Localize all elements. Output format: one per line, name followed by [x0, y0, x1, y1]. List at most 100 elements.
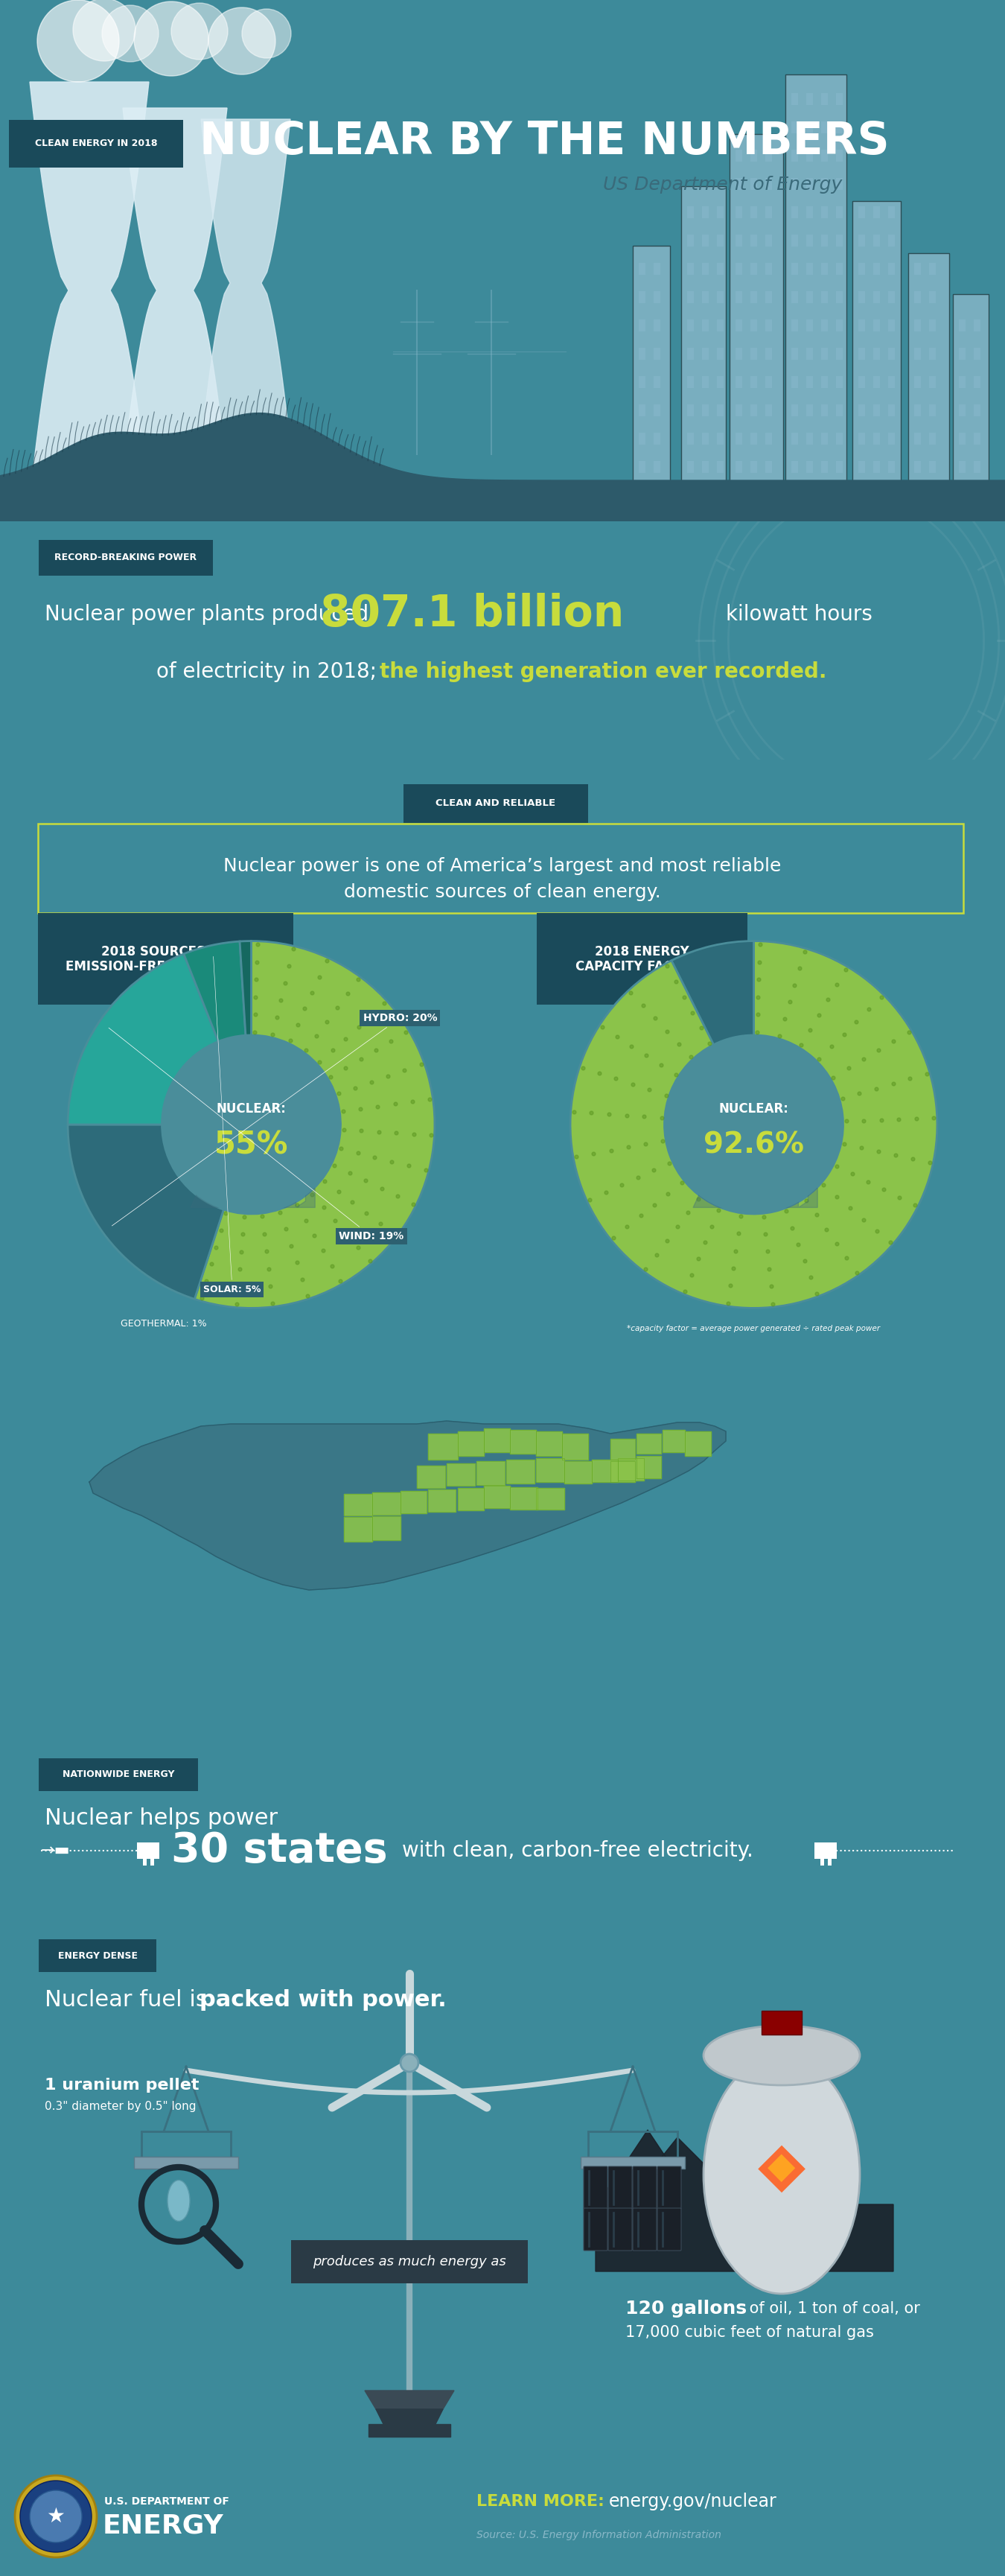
Polygon shape — [201, 118, 290, 446]
FancyBboxPatch shape — [852, 201, 900, 492]
Bar — [806, 376, 813, 389]
Polygon shape — [428, 1435, 458, 1461]
Text: GEOTHERMAL: 1%: GEOTHERMAL: 1% — [121, 1319, 207, 1329]
FancyBboxPatch shape — [814, 1842, 837, 1860]
Text: energy.gov/nuclear: energy.gov/nuclear — [609, 2494, 777, 2512]
Bar — [702, 263, 709, 276]
Polygon shape — [458, 1489, 483, 1510]
FancyBboxPatch shape — [39, 541, 213, 574]
Bar — [959, 461, 966, 474]
Bar — [836, 433, 843, 446]
Bar — [765, 234, 772, 247]
Bar — [687, 348, 693, 361]
Bar — [791, 234, 798, 247]
Bar — [717, 291, 724, 304]
Polygon shape — [123, 108, 227, 474]
Bar — [888, 234, 894, 247]
Bar — [702, 433, 709, 446]
Polygon shape — [446, 1463, 475, 1486]
Bar — [806, 404, 813, 417]
FancyBboxPatch shape — [38, 912, 293, 1005]
FancyBboxPatch shape — [537, 912, 748, 1005]
Bar — [736, 461, 743, 474]
Bar — [806, 319, 813, 332]
Polygon shape — [372, 1517, 401, 1540]
Bar — [888, 348, 894, 361]
Bar — [821, 404, 828, 417]
Polygon shape — [610, 1461, 635, 1481]
FancyBboxPatch shape — [681, 185, 726, 492]
Bar — [821, 263, 828, 276]
Bar — [687, 404, 693, 417]
FancyBboxPatch shape — [633, 2208, 656, 2251]
Wedge shape — [195, 940, 435, 1309]
Bar — [858, 263, 865, 276]
Bar — [836, 404, 843, 417]
Text: WIND: 19%: WIND: 19% — [109, 1028, 404, 1242]
Bar — [858, 291, 865, 304]
Bar — [653, 291, 660, 304]
FancyBboxPatch shape — [953, 294, 989, 492]
Bar — [702, 291, 709, 304]
Bar — [888, 433, 894, 446]
Text: kilowatt hours: kilowatt hours — [726, 603, 872, 626]
Bar — [702, 319, 709, 332]
Bar — [765, 461, 772, 474]
FancyBboxPatch shape — [633, 245, 670, 492]
Bar — [736, 178, 743, 191]
Bar — [639, 319, 645, 332]
Text: →▬: →▬ — [41, 1844, 70, 1857]
Bar — [639, 376, 645, 389]
Bar — [929, 404, 936, 417]
Bar — [974, 461, 981, 474]
Wedge shape — [67, 953, 218, 1126]
Bar — [751, 206, 757, 219]
Bar — [806, 234, 813, 247]
Bar — [873, 433, 880, 446]
FancyBboxPatch shape — [39, 1940, 157, 1973]
Bar — [751, 149, 757, 162]
Bar — [791, 319, 798, 332]
Wedge shape — [570, 940, 938, 1309]
Bar — [717, 206, 724, 219]
Ellipse shape — [168, 2179, 190, 2221]
Bar — [765, 291, 772, 304]
Bar — [836, 263, 843, 276]
Bar — [873, 461, 880, 474]
Bar — [873, 376, 880, 389]
Polygon shape — [507, 1461, 535, 1484]
Polygon shape — [428, 1489, 455, 1512]
Bar — [751, 404, 757, 417]
Polygon shape — [458, 1432, 483, 1455]
Circle shape — [664, 1036, 843, 1213]
Bar — [873, 206, 880, 219]
Bar — [717, 263, 724, 276]
Bar — [858, 376, 865, 389]
Text: of electricity in 2018;: of electricity in 2018; — [157, 662, 377, 683]
Polygon shape — [536, 1458, 564, 1481]
Text: HYDRO: 20%: HYDRO: 20% — [112, 1012, 437, 1226]
Bar — [929, 461, 936, 474]
Bar — [836, 93, 843, 106]
Bar — [765, 206, 772, 219]
Text: 0.3" diameter by 0.5" long: 0.3" diameter by 0.5" long — [44, 2099, 196, 2112]
Bar — [702, 206, 709, 219]
Text: ★: ★ — [46, 2506, 65, 2527]
Bar — [873, 263, 880, 276]
Polygon shape — [610, 1440, 635, 1461]
Bar — [717, 376, 724, 389]
Circle shape — [20, 2481, 91, 2553]
Bar — [888, 376, 894, 389]
Text: 30 states: 30 states — [171, 1832, 388, 1870]
Polygon shape — [376, 2409, 443, 2424]
Bar — [836, 461, 843, 474]
Bar — [821, 93, 828, 106]
Text: 1 uranium pellet: 1 uranium pellet — [44, 2079, 199, 2092]
Bar — [821, 319, 828, 332]
Bar — [929, 348, 936, 361]
FancyBboxPatch shape — [403, 783, 588, 822]
Circle shape — [171, 3, 228, 59]
Bar — [736, 234, 743, 247]
Bar — [836, 149, 843, 162]
Bar — [974, 348, 981, 361]
